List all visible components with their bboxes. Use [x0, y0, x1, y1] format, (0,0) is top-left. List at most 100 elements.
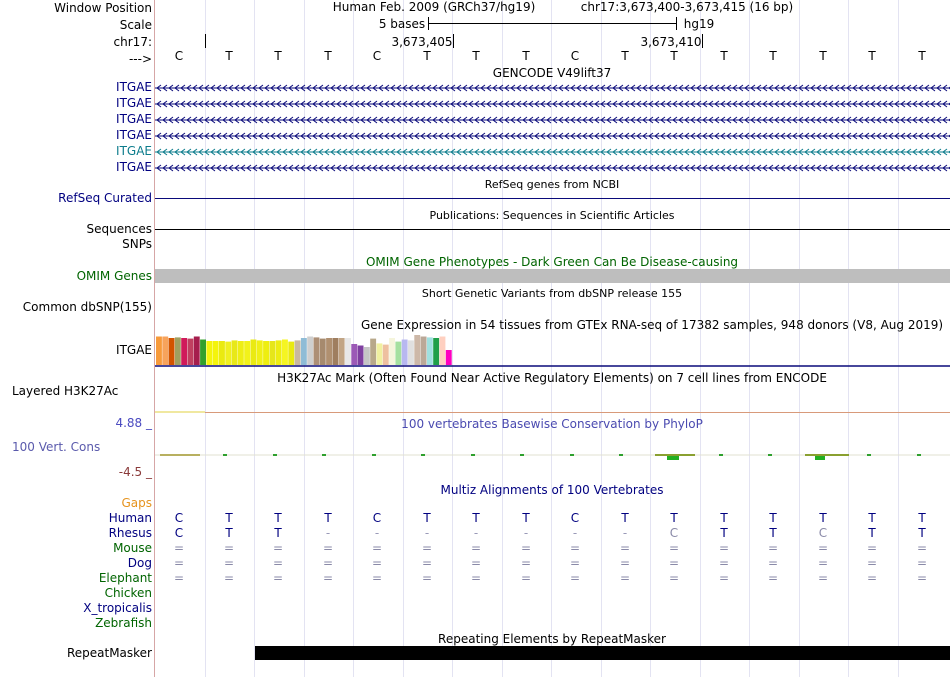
genome-browser-image[interactable]: Human Feb. 2009 (GRCh37/hg19) chr17:3,67… [155, 0, 950, 677]
h3k27ac-signal-line[interactable] [155, 412, 950, 413]
gtex-tissue-bar[interactable] [420, 336, 427, 366]
species-label[interactable]: Human [108, 511, 152, 525]
gencode-track-label[interactable]: ITGAE [116, 96, 152, 110]
gtex-tissue-bar[interactable] [445, 350, 452, 365]
gencode-transcript[interactable] [155, 145, 950, 159]
gencode-track-label[interactable]: ITGAE [116, 160, 152, 174]
base-gridline [650, 0, 651, 677]
dbsnp-track-label[interactable]: Common dbSNP(155) [22, 300, 152, 314]
gtex-tissue-bar[interactable] [187, 338, 194, 365]
gtex-tissue-bar[interactable] [414, 335, 421, 365]
strand-chevron [594, 116, 600, 124]
strand-chevron [270, 116, 276, 124]
gtex-tissue-bar[interactable] [282, 339, 288, 366]
h3k27ac-signal-peak[interactable] [155, 411, 205, 413]
gtex-tissue-bar[interactable] [357, 345, 364, 366]
gtex-tissue-bar[interactable] [275, 340, 282, 365]
strand-chevron [792, 164, 798, 172]
gencode-transcript[interactable] [155, 129, 950, 143]
gtex-tissue-bar[interactable] [408, 340, 414, 365]
gtex-tissue-bar[interactable] [401, 339, 408, 366]
gencode-transcript[interactable] [155, 97, 950, 111]
gtex-tissue-bar[interactable] [244, 341, 251, 365]
gtex-tissue-bar[interactable] [263, 341, 269, 365]
gencode-track-label[interactable]: ITGAE [116, 144, 152, 158]
omim-phenotype-bar[interactable] [155, 269, 950, 283]
gtex-track-label[interactable]: ITGAE [116, 343, 152, 357]
gtex-tissue-bar[interactable] [181, 338, 188, 365]
gtex-tissue-bar[interactable] [426, 337, 433, 365]
species-label[interactable]: Elephant [98, 571, 152, 585]
gtex-tissue-bar[interactable] [237, 341, 244, 365]
conservation-score-mark [223, 454, 227, 456]
gtex-tissue-bar[interactable] [193, 336, 200, 366]
gencode-transcript[interactable] [155, 161, 950, 175]
gtex-tissue-bar[interactable] [168, 338, 175, 365]
repeat-element-bar[interactable] [255, 646, 950, 660]
refseq-gene[interactable] [155, 198, 950, 199]
species-label[interactable]: Rhesus [108, 526, 152, 540]
gtex-tissue-bar[interactable] [174, 337, 181, 365]
gtex-tissue-bar[interactable] [382, 344, 389, 365]
species-label[interactable]: Zebrafish [95, 616, 152, 630]
gtex-bar-chart[interactable] [155, 332, 950, 368]
strand-chevron [678, 100, 684, 108]
strand-chevron [186, 84, 192, 92]
gencode-transcript[interactable] [155, 81, 950, 95]
gtex-tissue-bar[interactable] [345, 338, 351, 365]
gtex-tissue-bar[interactable] [313, 337, 320, 365]
gaps-track-label[interactable]: Gaps [121, 496, 152, 510]
gtex-tissue-bar[interactable] [363, 347, 370, 365]
gtex-tissue-bar[interactable] [294, 340, 301, 365]
strand-chevron [654, 164, 660, 172]
strand-chevron [558, 148, 564, 156]
gtex-tissue-bar[interactable] [332, 338, 339, 365]
gtex-tissue-bar[interactable] [156, 336, 162, 366]
species-label[interactable]: Mouse [113, 541, 152, 555]
gtex-tissue-bar[interactable] [256, 340, 263, 365]
gtex-tissue-bar[interactable] [376, 343, 383, 365]
gtex-tissue-bar[interactable] [439, 336, 446, 366]
species-label[interactable]: X_tropicalis [83, 601, 152, 615]
conservation-track-label[interactable]: 100 Vert. Cons [12, 440, 101, 454]
gtex-tissue-bar[interactable] [200, 339, 206, 366]
gencode-track-label[interactable]: ITGAE [116, 112, 152, 126]
refseq-track-label[interactable]: RefSeq Curated [58, 191, 152, 205]
gencode-transcript[interactable] [155, 113, 950, 127]
gtex-tissue-bar[interactable] [326, 338, 332, 365]
omim-track-label[interactable]: OMIM Genes [76, 269, 152, 283]
h3k27ac-track-label[interactable]: Layered H3K27Ac [12, 384, 119, 398]
gtex-tissue-bar[interactable] [212, 341, 219, 365]
gtex-tissue-bar[interactable] [395, 341, 402, 365]
gtex-tissue-bar[interactable] [389, 338, 395, 365]
gtex-tissue-bar[interactable] [250, 339, 257, 366]
conservation-plot[interactable] [155, 447, 950, 467]
strand-chevron [660, 100, 666, 108]
species-label[interactable]: Chicken [104, 586, 152, 600]
snps-track-label[interactable]: SNPs [122, 237, 152, 251]
gencode-track-label[interactable]: ITGAE [116, 80, 152, 94]
gtex-tissue-bar[interactable] [206, 341, 213, 365]
pane-divider[interactable] [154, 0, 155, 677]
gtex-tissue-bar[interactable] [231, 340, 238, 365]
gtex-tissue-bar[interactable] [433, 338, 440, 365]
strand-label[interactable]: ---> [128, 52, 152, 66]
gtex-tissue-bar[interactable] [319, 338, 326, 365]
gtex-tissue-bar[interactable] [351, 344, 358, 365]
species-label[interactable]: Dog [127, 556, 152, 570]
gtex-tissue-bar[interactable] [288, 341, 295, 365]
repeatmasker-track-label[interactable]: RepeatMasker [66, 646, 152, 660]
gtex-tissue-bar[interactable] [338, 338, 345, 365]
gtex-tissue-bar[interactable] [300, 338, 307, 365]
gtex-tissue-bar[interactable] [370, 338, 377, 365]
alignment-base: = [421, 541, 433, 555]
gtex-tissue-bar[interactable] [162, 336, 169, 366]
strand-chevron [372, 116, 378, 124]
gtex-tissue-bar[interactable] [307, 336, 314, 366]
gtex-tissue-bar[interactable] [219, 341, 225, 365]
gtex-tissue-bar[interactable] [269, 341, 276, 365]
gtex-tissue-bar[interactable] [225, 341, 232, 365]
gencode-track-label[interactable]: ITGAE [116, 128, 152, 142]
pubs-sequence-line[interactable] [155, 229, 950, 230]
sequences-track-label[interactable]: Sequences [86, 222, 152, 236]
